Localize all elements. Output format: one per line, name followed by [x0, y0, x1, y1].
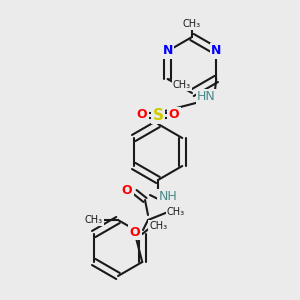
Text: CH₃: CH₃ — [167, 207, 185, 217]
Text: S: S — [152, 107, 164, 122]
Text: CH₃: CH₃ — [149, 221, 167, 231]
Text: NH: NH — [159, 190, 177, 203]
Text: O: O — [169, 109, 179, 122]
Text: N: N — [211, 44, 221, 58]
Text: HN: HN — [197, 91, 216, 103]
Text: N: N — [163, 44, 173, 58]
Text: CH₃: CH₃ — [183, 19, 201, 29]
Text: O: O — [130, 226, 140, 238]
Text: O: O — [137, 109, 147, 122]
Text: CH₃: CH₃ — [85, 215, 103, 225]
Text: CH₃: CH₃ — [173, 80, 191, 90]
Text: O: O — [122, 184, 132, 196]
